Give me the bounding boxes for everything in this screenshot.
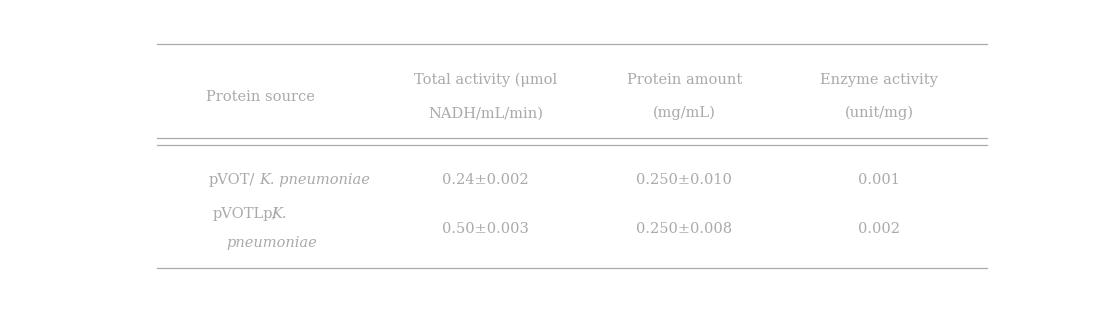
Text: Enzyme activity: Enzyme activity — [820, 73, 937, 87]
Text: Protein source: Protein source — [206, 90, 315, 104]
Text: (mg/mL): (mg/mL) — [653, 106, 715, 121]
Text: 0.250±0.008: 0.250±0.008 — [636, 222, 732, 236]
Text: 0.002: 0.002 — [858, 222, 899, 236]
Text: K.: K. — [271, 207, 287, 221]
Text: Total activity (μmol: Total activity (μmol — [414, 73, 557, 87]
Text: 0.250±0.010: 0.250±0.010 — [636, 173, 732, 187]
Text: K. pneumoniae: K. pneumoniae — [259, 173, 369, 187]
Text: 0.001: 0.001 — [858, 173, 899, 187]
Text: 0.24±0.002: 0.24±0.002 — [442, 173, 529, 187]
Text: 0.50±0.003: 0.50±0.003 — [442, 222, 529, 236]
Text: pneumoniae: pneumoniae — [225, 236, 317, 250]
Text: Protein amount: Protein amount — [627, 73, 742, 87]
Text: pVOTLp/: pVOTLp/ — [213, 207, 278, 221]
Text: pVOT/: pVOT/ — [209, 173, 256, 187]
Text: (unit/mg): (unit/mg) — [845, 106, 914, 121]
Text: NADH/mL/min): NADH/mL/min) — [427, 106, 543, 120]
